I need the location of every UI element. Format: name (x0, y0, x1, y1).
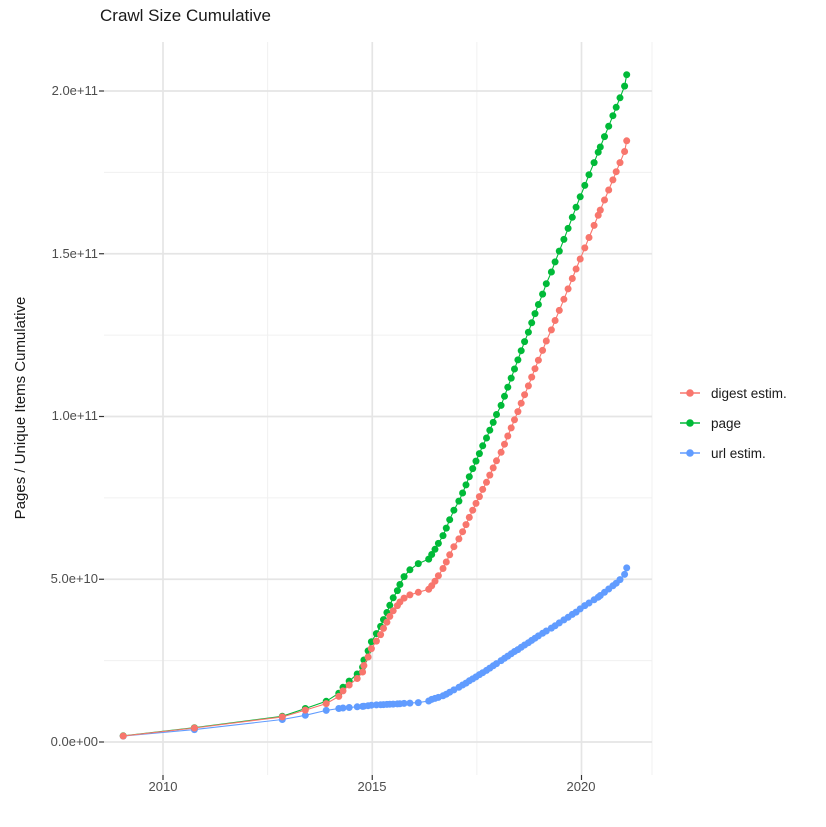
y-axis-title: Pages / Unique Items Cumulative (12, 296, 29, 520)
x-tick-label: 2010 (148, 779, 178, 794)
legend-item-url-estim: url estim. (678, 438, 787, 468)
legend-item-digest-estim: digest estim. (678, 378, 787, 408)
y-tick-label: 1.0e+11 (51, 408, 98, 423)
legend-label: page (711, 415, 742, 431)
y-tick-label: 0.0e+00 (50, 734, 98, 749)
legend-label: digest estim. (711, 385, 787, 401)
legend-item-page: page (678, 408, 787, 438)
chart-title: Crawl Size Cumulative (100, 6, 271, 25)
legend-label: url estim. (711, 445, 766, 461)
x-tick-label: 2015 (357, 779, 387, 794)
y-tick-label: 2.0e+11 (51, 83, 98, 98)
legend-key-line-point-icon (680, 389, 700, 397)
y-tick-label: 5.0e+10 (50, 571, 98, 586)
x-tick-label: 2020 (566, 779, 596, 794)
y-tick-label: 1.5e+11 (51, 246, 98, 261)
legend-key-line-point-icon (680, 419, 700, 427)
legend-key-line-point-icon (680, 449, 700, 457)
legend: digest estim. page url estim. (678, 378, 787, 468)
